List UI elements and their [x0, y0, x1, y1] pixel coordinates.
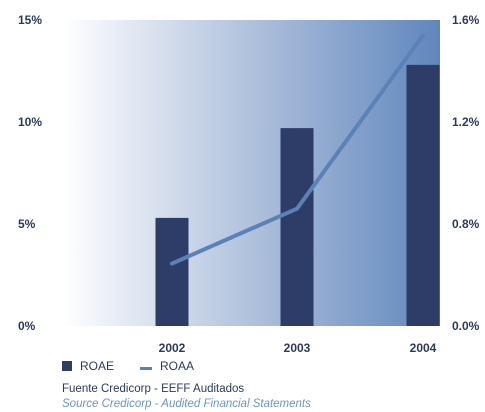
y-left-tick-label: 0% — [18, 319, 36, 333]
source-english: Source Credicorp - Audited Financial Sta… — [62, 398, 311, 410]
legend: ROAE ROAA — [62, 356, 220, 376]
legend-swatch-roae — [62, 361, 72, 371]
y-left-tick-label: 5% — [18, 217, 36, 231]
legend-label-roae: ROAE — [80, 359, 115, 373]
y-left-tick-label: 15% — [18, 13, 42, 27]
bar-roae — [155, 217, 189, 326]
plot-background — [62, 20, 440, 326]
legend-item-roaa: ROAA — [140, 359, 194, 373]
y-right-tick-label: 0.8% — [452, 217, 480, 231]
x-tick-label: 2002 — [159, 341, 186, 355]
y-right-tick-label: 1.6% — [452, 13, 480, 27]
y-left-tick-label: 10% — [18, 115, 42, 129]
legend-item-roae: ROAE — [62, 359, 114, 373]
bar-roae — [280, 128, 314, 326]
y-right-tick-label: 0.0% — [452, 319, 480, 333]
source-spanish: Fuente Credicorp - EEFF Auditados — [62, 383, 245, 395]
bar-roae — [406, 64, 440, 326]
legend-label-roaa: ROAA — [160, 359, 195, 373]
x-tick-label: 2003 — [284, 341, 311, 355]
x-tick-label: 2004 — [410, 341, 437, 355]
source-note: Fuente Credicorp - EEFF Auditados Source… — [62, 382, 311, 412]
y-right-tick-label: 1.2% — [452, 115, 480, 129]
line-roaa — [170, 33, 425, 266]
legend-swatch-roaa — [140, 366, 153, 370]
